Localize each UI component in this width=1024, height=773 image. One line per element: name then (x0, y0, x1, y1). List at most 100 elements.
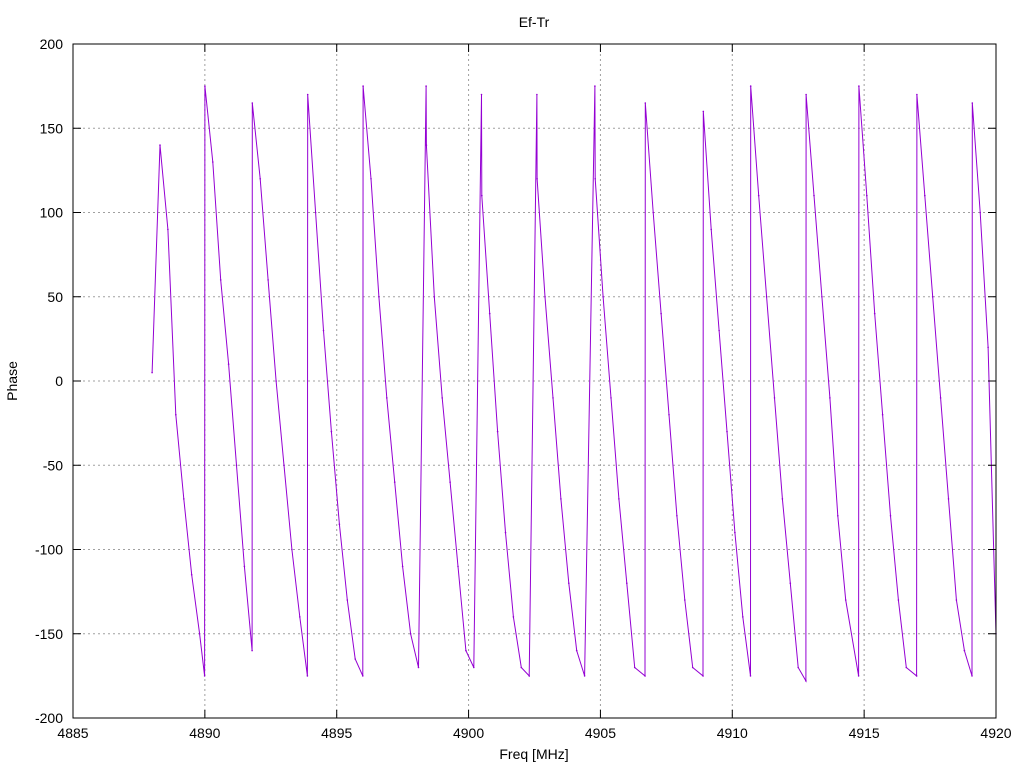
y-tick-label: 150 (40, 120, 64, 136)
phase-point (710, 228, 712, 231)
phase-point (473, 666, 475, 669)
phase-point (481, 194, 483, 197)
phase-point (702, 110, 705, 113)
phase-point (338, 523, 341, 525)
phase-point (536, 93, 538, 96)
phase-point (203, 675, 206, 677)
phase-point (409, 633, 412, 635)
phase-point (610, 397, 612, 399)
phase-point (267, 279, 269, 281)
phase-point (322, 329, 325, 332)
y-tick-label: 50 (47, 289, 63, 305)
phase-point (544, 296, 546, 298)
data-layer (151, 85, 997, 683)
axis-ticks: 4885 4890 4895 4900 4905 4910 4915 4920 -200 -150… (35, 36, 1012, 741)
phase-point (496, 430, 499, 433)
phase-point (159, 144, 161, 146)
phase-point (924, 194, 926, 197)
phase-point (183, 498, 185, 500)
phase-point (889, 515, 892, 517)
y-tick-label: -200 (35, 710, 63, 726)
phase-point (857, 675, 860, 677)
phase-point (520, 666, 523, 669)
y-tick-label: 100 (40, 205, 64, 221)
phase-point (765, 296, 768, 298)
phase-point (897, 599, 900, 601)
phase-point (652, 211, 654, 214)
phase-point (971, 675, 973, 677)
phase-point (251, 102, 254, 104)
x-tick-label: 4900 (453, 725, 484, 741)
phase-point (393, 481, 396, 483)
phase-point (594, 85, 596, 87)
phase-point (504, 531, 507, 534)
phase-point (346, 599, 349, 601)
phase-point (219, 279, 222, 281)
phase-point (915, 675, 918, 677)
phase-point (660, 312, 662, 315)
phase-point (417, 666, 420, 669)
phase-point (789, 582, 792, 584)
phase-point (568, 582, 570, 584)
phase-point (314, 211, 317, 214)
phase-point (243, 565, 246, 568)
phase-point (781, 498, 784, 500)
x-tick-label: 4915 (849, 725, 880, 741)
phase-point (480, 93, 483, 96)
phase-point (873, 312, 876, 315)
phase-point (979, 211, 981, 214)
phase-point (881, 413, 884, 416)
x-tick-label: 4885 (57, 725, 88, 741)
phase-point (837, 515, 839, 517)
phase-point (734, 531, 736, 534)
phase-point (583, 675, 586, 677)
phase-point (386, 397, 388, 399)
phase-point (536, 178, 538, 180)
phase-point (797, 666, 799, 669)
phase-point (528, 675, 530, 677)
phase-point (306, 93, 309, 96)
phase-point (425, 85, 427, 87)
phase-point (866, 194, 868, 197)
phase-point (488, 312, 491, 315)
phase-point (821, 296, 823, 298)
phase-point (626, 582, 628, 584)
phase-point (726, 430, 728, 433)
phase-point (602, 296, 604, 298)
y-tick-label: -50 (43, 457, 63, 473)
y-tick-label: -100 (35, 542, 63, 558)
phase-point (963, 649, 966, 652)
phase-point (805, 93, 807, 96)
phase-point (330, 430, 333, 433)
phase-point (749, 675, 752, 677)
phase-point (718, 329, 720, 332)
phase-point (644, 102, 647, 104)
phase-point (401, 565, 404, 568)
phase-point (813, 194, 815, 197)
x-tick-label: 4895 (321, 725, 352, 741)
y-tick-label: 200 (40, 36, 64, 52)
phase-point (151, 371, 153, 374)
y-tick-label: -150 (35, 626, 63, 642)
x-tick-label: 4905 (585, 725, 616, 741)
phase-point (306, 675, 309, 677)
phase-point (858, 85, 860, 87)
phase-point (668, 413, 670, 416)
phase-point (749, 85, 752, 87)
phase-point (362, 675, 364, 677)
phase-point (167, 228, 169, 231)
phase-point (449, 481, 451, 483)
x-tick-label: 4920 (980, 725, 1011, 741)
phase-point (971, 102, 974, 104)
phase-point (916, 93, 918, 96)
x-tick-label: 4890 (189, 725, 220, 741)
phase-point (805, 680, 807, 682)
phase-point (457, 565, 459, 568)
phase-point (560, 498, 562, 500)
phase-point (931, 296, 934, 298)
phase-point (259, 178, 262, 180)
phase-point (552, 397, 554, 399)
phase-series-line (151, 86, 997, 683)
